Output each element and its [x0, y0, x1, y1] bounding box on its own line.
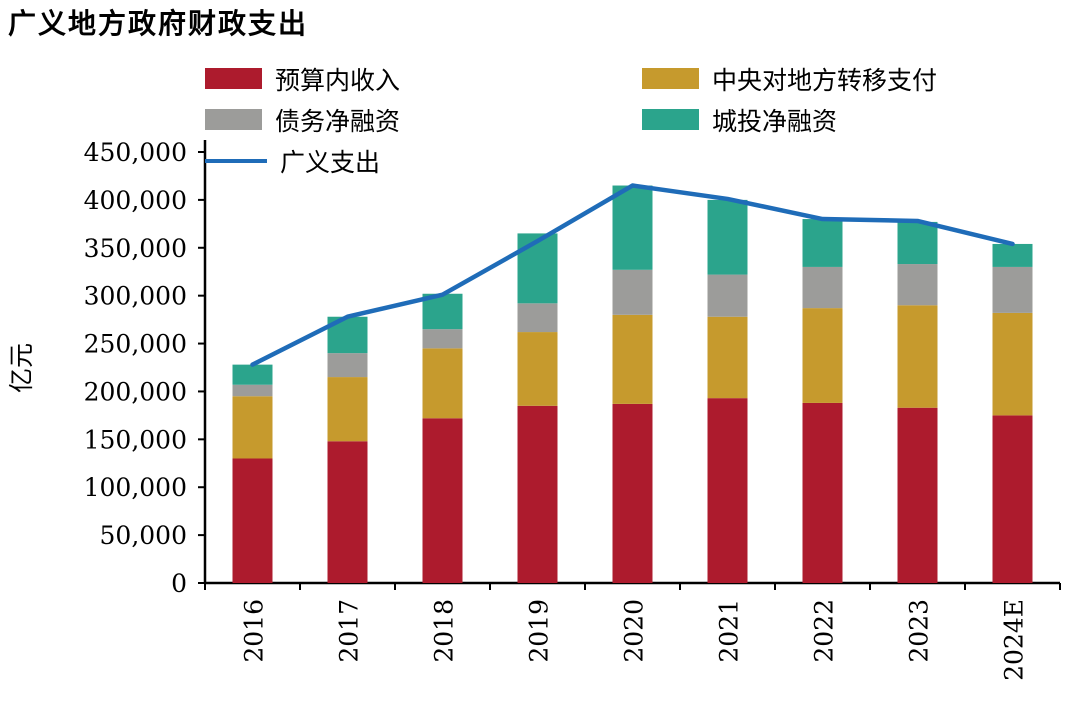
legend-swatch-lgfv-net-financing: [642, 109, 699, 130]
legend: 预算内收入 中央对地方转移支付 债务净融资 城投净融资 广义支出: [205, 58, 1079, 181]
bar-segment: [707, 316, 748, 399]
bar-segment: [897, 407, 938, 583]
legend-item-debt-net-financing: 债务净融资: [205, 102, 642, 138]
bar-segment: [802, 266, 843, 309]
page-title: 广义地方政府财政支出: [8, 7, 309, 40]
legend-item-broad-expenditure: 广义支出: [205, 143, 642, 179]
bar-segment: [422, 329, 463, 349]
bar-segment: [992, 266, 1033, 313]
bar-segment: [232, 364, 273, 385]
bar-segment: [232, 458, 273, 583]
legend-label-central-transfer: 中央对地方转移支付: [712, 65, 938, 95]
legend-swatch-budget-revenue: [205, 68, 262, 89]
legend-swatch-debt-net-financing: [205, 109, 262, 130]
y-tick-label: 200,000: [84, 377, 187, 406]
y-tick-label: 400,000: [84, 186, 187, 215]
legend-label-debt-net-financing: 债务净融资: [275, 106, 401, 136]
x-axis-label: 2016: [240, 599, 269, 663]
x-axis-label: 2020: [620, 599, 649, 663]
bar-segment: [517, 405, 558, 583]
bar-segment: [897, 264, 938, 306]
bar-segment: [802, 308, 843, 403]
x-axis-label: 2024E: [1000, 599, 1029, 681]
bar-segment: [897, 305, 938, 408]
legend-label-broad-expenditure: 广义支出: [280, 147, 381, 177]
y-tick-label: 450,000: [84, 138, 187, 167]
legend-item-central-transfer: 中央对地方转移支付: [642, 61, 1079, 97]
bar-segment: [802, 219, 843, 267]
bar-segment: [422, 418, 463, 583]
bar-segment: [327, 377, 368, 442]
legend-item-budget-revenue: 预算内收入: [205, 61, 642, 97]
legend-row-2: 债务净融资 城投净融资: [205, 99, 1079, 140]
x-axis-label: 2022: [810, 599, 839, 663]
legend-swatch-central-transfer: [642, 68, 699, 89]
bar-segment: [802, 402, 843, 583]
y-tick-label: 50,000: [100, 521, 187, 550]
legend-row-3: 广义支出: [205, 140, 1079, 181]
bar-segment: [232, 384, 273, 397]
legend-item-lgfv-net-financing: 城投净融资: [642, 102, 1079, 138]
y-tick-label: 100,000: [84, 473, 187, 502]
bar-segment: [707, 199, 748, 275]
bar-segment: [517, 332, 558, 406]
bar-segment: [897, 221, 938, 265]
y-tick-label: 0: [171, 569, 187, 598]
legend-label-budget-revenue: 预算内收入: [275, 65, 401, 95]
x-axis-label: 2018: [430, 599, 459, 663]
bar-segment: [612, 314, 653, 404]
y-tick-label: 250,000: [84, 330, 187, 359]
y-axis-title: 亿元: [7, 343, 36, 393]
bar-segment: [707, 274, 748, 317]
bar-segment: [327, 353, 368, 378]
legend-row-1: 预算内收入 中央对地方转移支付: [205, 58, 1079, 99]
bar-segment: [612, 185, 653, 270]
bar-segment: [612, 403, 653, 583]
bar-segment: [422, 348, 463, 419]
y-tick-label: 150,000: [84, 425, 187, 454]
x-axis-label: 2023: [905, 599, 934, 663]
bar-segment: [612, 269, 653, 315]
bar-segment: [992, 312, 1033, 416]
bar-segment: [232, 396, 273, 459]
expenditure-line: [250, 183, 1015, 367]
x-axis-label: 2019: [525, 599, 554, 663]
bar-segment: [992, 243, 1033, 267]
x-axis-label: 2021: [715, 599, 744, 663]
bar-segment: [992, 415, 1033, 583]
legend-label-lgfv-net-financing: 城投净融资: [712, 106, 838, 136]
y-tick-label: 350,000: [84, 234, 187, 263]
bar-segment: [517, 303, 558, 333]
x-axis-label: 2017: [335, 599, 364, 663]
legend-line-swatch-broad-expenditure: [205, 158, 267, 163]
bar-segment: [327, 441, 368, 583]
bar-segment: [517, 233, 558, 304]
bar-segment: [707, 398, 748, 583]
y-tick-label: 300,000: [84, 282, 187, 311]
